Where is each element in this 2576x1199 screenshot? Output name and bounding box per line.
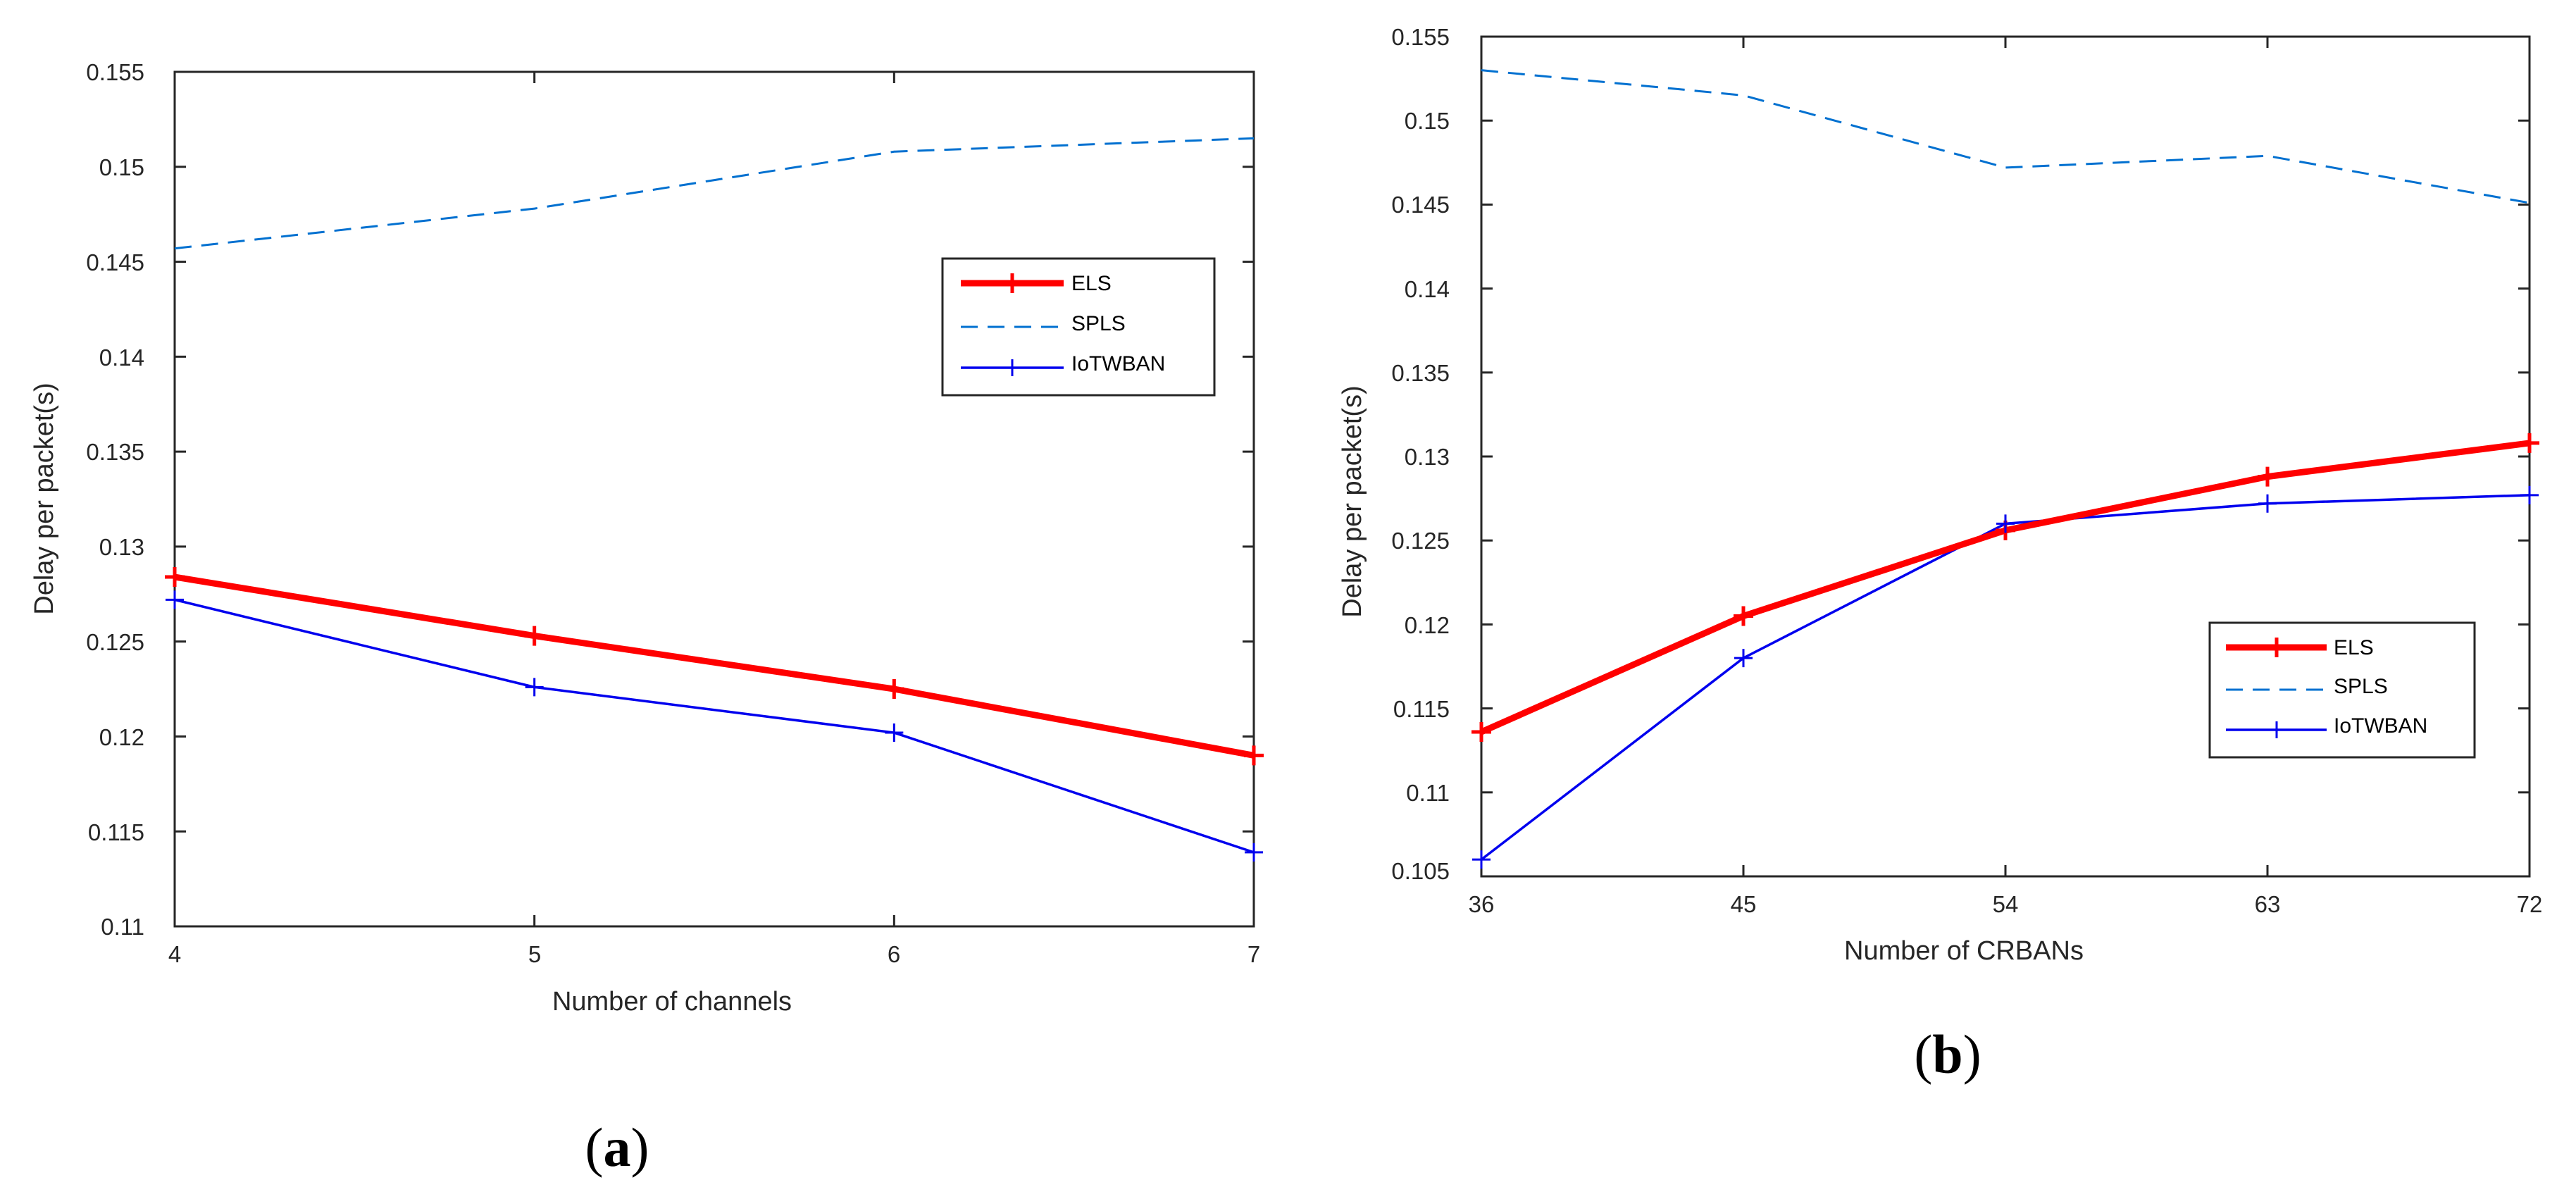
chart-a-series [165, 137, 1264, 862]
chart-b-y-axis-label: Delay per packet(s) [1338, 385, 1367, 617]
legend-label-spls: SPLS [2334, 675, 2388, 698]
series-line-iotwban [174, 598, 1255, 854]
chart-b-ytick-label: 0.155 [1391, 24, 1450, 50]
chart-a-ytick-label: 0.115 [88, 819, 144, 845]
data-point-iotwban [166, 590, 184, 609]
data-point-iotwban [1734, 649, 1753, 668]
legend-marker-els [2267, 638, 2286, 657]
chart-a-ytick-label: 0.12 [99, 724, 144, 750]
chart-b-xtick-label: 54 [1993, 891, 2019, 917]
legend-marker-els [1002, 273, 1022, 293]
chart-b-xtick-label: 45 [1731, 891, 1757, 917]
panel-label-b: (b) [1914, 1024, 1981, 1085]
chart-a-ytick-label: 0.14 [99, 344, 144, 371]
data-point-els [524, 626, 545, 646]
chart-b-ytick-label: 0.12 [1405, 612, 1450, 638]
data-point-els [1471, 721, 1491, 742]
data-point-els [1734, 606, 1753, 626]
legend-label-els: ELS [2334, 636, 2374, 659]
chart-a-x-axis-label: Number of channels [552, 987, 792, 1017]
chart-b-ytick-label: 0.115 [1393, 696, 1450, 722]
chart-a-xtick-label: 7 [1247, 941, 1260, 967]
chart-b-xtick-label: 63 [2255, 891, 2281, 917]
chart-b-series [1471, 69, 2539, 869]
data-point-iotwban [1996, 514, 2015, 533]
chart-b-legend: ELS SPLS IoTWBAN [2208, 621, 2476, 759]
chart-a-xtick-labels: 4 5 6 7 [168, 941, 1260, 967]
legend-marker-iotwban [2268, 721, 2285, 738]
chart-b-xtick-labels: 36 45 54 63 72 [1469, 891, 2543, 917]
chart-a-ytick-label: 0.15 [99, 154, 144, 180]
chart-b-ytick-label: 0.105 [1391, 858, 1450, 884]
chart-b-ytick-labels: 0.105 0.11 0.115 0.12 0.125 0.13 0.135 0… [1391, 24, 1450, 884]
data-point-els [165, 567, 185, 588]
chart-a-plot-frame [173, 70, 1255, 928]
chart-a-xtick-label: 5 [528, 941, 541, 967]
data-point-iotwban [885, 723, 904, 743]
series-line-spls [174, 137, 1255, 250]
legend-label-iotwban: IoTWBAN [2334, 714, 2427, 738]
data-point-iotwban [1472, 850, 1491, 869]
chart-b-ytick-label: 0.13 [1405, 444, 1450, 470]
chart-a-ytick-label: 0.145 [86, 249, 144, 275]
chart-b-ytick-label: 0.14 [1405, 276, 1450, 302]
series-line-spls [1481, 69, 2530, 204]
chart-a-ytick-label: 0.125 [86, 629, 144, 655]
data-point-iotwban [525, 678, 544, 697]
chart-a-legend: ELS SPLS IoTWBAN [941, 257, 1216, 397]
chart-a-xtick-label: 4 [168, 941, 181, 967]
panel-label-a: (a) [585, 1117, 649, 1178]
chart-b: 0.105 0.11 0.115 0.12 0.125 0.13 0.135 0… [1338, 24, 2542, 1085]
series-line-els [174, 573, 1255, 759]
legend-label-els: ELS [1071, 272, 1112, 295]
chart-b-xtick-label: 72 [2517, 891, 2543, 917]
chart-b-ytick-label: 0.125 [1391, 528, 1450, 554]
data-point-els [2258, 466, 2277, 487]
chart-a-y-axis-label: Delay per packet(s) [30, 383, 59, 614]
chart-b-xtick-label: 36 [1469, 891, 1495, 917]
data-point-iotwban [1245, 843, 1263, 862]
data-point-els [884, 679, 904, 700]
data-point-iotwban [2258, 494, 2277, 513]
chart-a-ytick-label: 0.135 [86, 439, 144, 465]
chart-b-ytick-label: 0.11 [1406, 780, 1450, 806]
chart-a-ticks [173, 70, 1255, 928]
chart-b-ytick-label: 0.145 [1391, 192, 1450, 218]
legend-label-iotwban: IoTWBAN [1071, 352, 1165, 375]
chart-a-ytick-label: 0.13 [99, 534, 144, 560]
legend-label-spls: SPLS [1071, 312, 1126, 335]
chart-a-ytick-labels: 0.11 0.115 0.12 0.125 0.13 0.135 0.14 0.… [86, 59, 144, 940]
data-point-els [2520, 433, 2539, 453]
chart-b-ytick-label: 0.15 [1405, 108, 1450, 134]
chart-b-ticks [1480, 35, 2531, 878]
chart-a: 0.11 0.115 0.12 0.125 0.13 0.135 0.14 0.… [30, 59, 1264, 1178]
chart-a-ytick-label: 0.155 [86, 59, 144, 85]
legend-marker-iotwban [1004, 359, 1021, 376]
data-point-iotwban [2520, 485, 2539, 504]
chart-a-ytick-label: 0.11 [101, 914, 144, 940]
chart-b-x-axis-label: Number of CRBANs [1844, 936, 2084, 966]
chart-a-xtick-label: 6 [888, 941, 900, 967]
data-point-els [1244, 745, 1264, 766]
chart-b-ytick-label: 0.135 [1391, 360, 1450, 386]
